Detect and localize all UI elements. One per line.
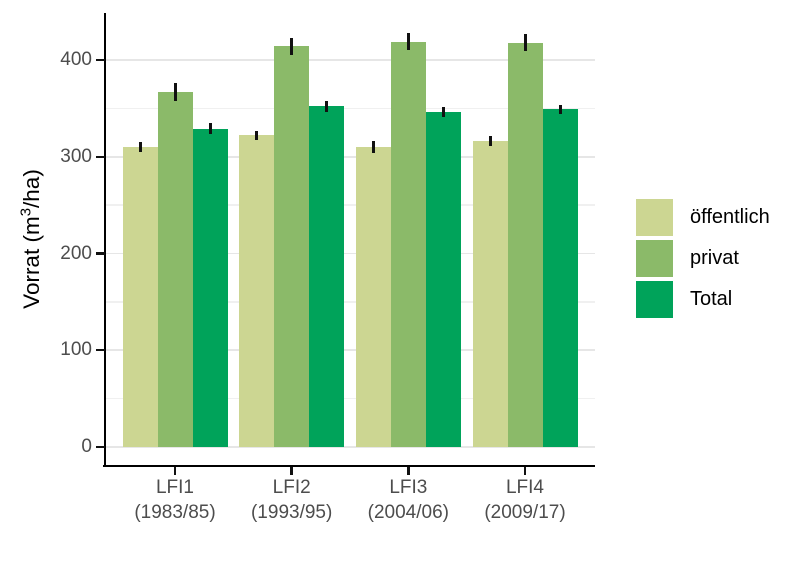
x-tick-label-line2: (2004/06) xyxy=(367,501,449,523)
minor-gridline xyxy=(105,204,595,206)
bar-Total-LFI1 xyxy=(192,128,228,447)
y-axis-line xyxy=(104,13,106,467)
legend-swatch-Total xyxy=(636,281,673,318)
y-axis-tick xyxy=(96,445,105,449)
legend-label-Total: Total xyxy=(690,288,733,310)
x-axis-tick xyxy=(407,467,410,475)
x-tick-label-line1: LFI1 xyxy=(155,477,195,498)
major-gridline xyxy=(105,446,595,448)
bar-privat-LFI4 xyxy=(507,42,543,447)
minor-gridline xyxy=(105,397,595,400)
y-axis-tick xyxy=(96,349,105,352)
x-tick-label-line2: (1983/85) xyxy=(134,501,216,523)
x-tick-label-line2: (1993/95) xyxy=(250,501,333,523)
error-bar-privat-LFI4 xyxy=(523,33,527,52)
x-tick-label-line2: (2009/17) xyxy=(484,501,566,523)
x-axis-tick xyxy=(173,467,177,475)
x-tick-label: LFI4 (2009/17) xyxy=(459,476,591,525)
major-gridline xyxy=(105,59,595,61)
error-bar-Total-LFI2 xyxy=(325,100,329,113)
error-bar-privat-LFI3 xyxy=(406,32,410,51)
legend-swatch-öffentlich xyxy=(636,199,673,236)
bar-privat-LFI3 xyxy=(390,41,426,447)
y-tick-label: 100 xyxy=(60,339,92,361)
y-axis-title: Vorrat (m3/ha) xyxy=(17,169,45,309)
error-bar-öffentlich-LFI2 xyxy=(255,130,259,141)
legend-label-öffentlich: öffentlich xyxy=(690,206,770,228)
error-bar-Total-LFI1 xyxy=(208,122,212,135)
x-axis-tick xyxy=(523,467,527,475)
error-bar-öffentlich-LFI4 xyxy=(488,136,492,147)
legend-item-öffentlich: öffentlich xyxy=(636,199,770,236)
x-tick-label-line1: LFI3 xyxy=(389,477,428,498)
plot-panel xyxy=(105,13,595,466)
x-axis-line xyxy=(103,464,595,468)
x-axis-tick xyxy=(290,467,293,475)
bar-Total-LFI4 xyxy=(542,109,578,447)
error-bar-privat-LFI2 xyxy=(290,37,294,56)
error-bar-Total-LFI3 xyxy=(441,107,445,118)
error-bar-Total-LFI4 xyxy=(558,104,562,115)
bar-privat-LFI1 xyxy=(157,91,193,447)
x-tick-label: LFI1 (1983/85) xyxy=(109,476,241,525)
major-gridline xyxy=(105,252,595,255)
x-tick-label: LFI2 (1993/95) xyxy=(226,476,358,525)
x-tick-label-line1: LFI4 xyxy=(505,477,545,498)
y-tick-label: 300 xyxy=(60,145,92,167)
error-bar-privat-LFI1 xyxy=(173,83,177,101)
major-gridline xyxy=(105,155,595,158)
x-tick-label: LFI3 (2004/06) xyxy=(342,476,474,525)
error-bar-öffentlich-LFI1 xyxy=(138,142,142,152)
legend-item-privat: privat xyxy=(636,240,770,277)
y-axis-tick xyxy=(96,58,105,62)
x-tick-label-line1: LFI2 xyxy=(272,477,311,498)
legend-item-Total: Total xyxy=(636,281,770,318)
legend-swatch-privat xyxy=(636,240,673,277)
major-gridline xyxy=(105,349,595,352)
legend-label-privat: privat xyxy=(690,247,739,269)
bar-privat-LFI2 xyxy=(274,46,310,447)
y-axis-title-unit: /ha) xyxy=(18,169,44,208)
bar-Total-LFI2 xyxy=(309,106,345,447)
y-axis-tick xyxy=(96,155,105,158)
bar-öffentlich-LFI3 xyxy=(355,147,391,447)
y-axis-tick xyxy=(96,252,105,255)
y-tick-label: 0 xyxy=(81,436,92,457)
y-tick-label: 400 xyxy=(60,49,92,70)
y-axis-title-superscript: 3 xyxy=(17,207,35,217)
minor-gridline xyxy=(105,107,595,110)
minor-gridline xyxy=(105,301,595,303)
error-bar-öffentlich-LFI3 xyxy=(371,141,375,153)
bar-Total-LFI3 xyxy=(425,112,461,447)
bar-öffentlich-LFI1 xyxy=(122,147,158,447)
bar-öffentlich-LFI2 xyxy=(239,135,275,447)
y-tick-label: 200 xyxy=(60,242,92,264)
bar-öffentlich-LFI4 xyxy=(472,141,508,447)
legend: öffentlich privat Total xyxy=(636,199,770,318)
